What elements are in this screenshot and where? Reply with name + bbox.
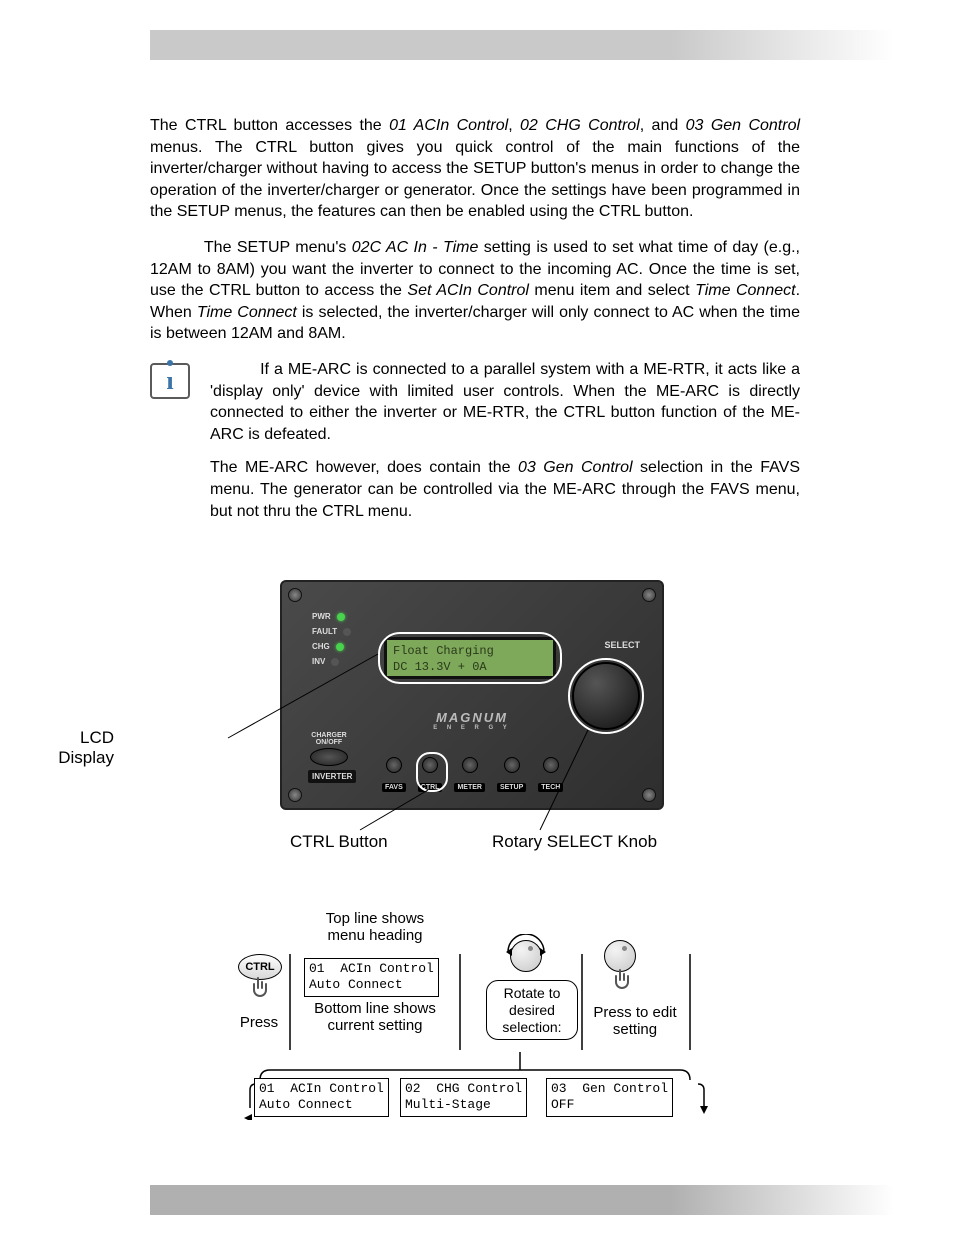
- menu-ref: 02 CHG Control: [520, 117, 640, 134]
- ctrl-button-label: CTRL Button: [290, 832, 388, 852]
- led-column: PWR FAULT CHG INV: [312, 612, 351, 672]
- lcd-line-2: DC 13.3V + 0A: [393, 660, 547, 676]
- led-inv: [331, 658, 339, 666]
- hand-press-icon: [608, 968, 638, 998]
- led-chg-label: CHG: [312, 642, 330, 651]
- screw-icon: [288, 788, 302, 802]
- onoff-label: ON/OFF: [310, 739, 348, 746]
- rotary-knob: [572, 662, 640, 730]
- led-pwr-label: PWR: [312, 612, 331, 621]
- screw-icon: [642, 588, 656, 602]
- charger-button: [310, 748, 348, 766]
- option-ref: Time Connect: [695, 282, 795, 299]
- menu-ref: 03 Gen Control: [518, 459, 633, 476]
- charger-button-group: CHARGER ON/OFF: [310, 732, 348, 768]
- info-text-1: If a ME-ARC is connected to a parallel s…: [210, 359, 800, 445]
- hand-press-icon: [246, 976, 276, 1006]
- led-inv-label: INV: [312, 657, 325, 666]
- favs-button: FAVS: [382, 757, 406, 794]
- screw-icon: [642, 788, 656, 802]
- brand-name: MAGNUM: [402, 710, 542, 725]
- led-fault-label: FAULT: [312, 627, 337, 636]
- inverter-label: INVERTER: [308, 770, 356, 783]
- header-bar: [150, 30, 894, 60]
- option-ref: Time Connect: [197, 304, 297, 321]
- select-label: SELECT: [604, 640, 640, 650]
- menu-button-row: FAVS CTRL METER SETUP TECH: [382, 757, 563, 794]
- device-panel: PWR FAULT CHG INV Float Charging DC 13.3…: [280, 580, 664, 810]
- lcd-line-1: Float Charging: [393, 644, 547, 660]
- led-fault: [343, 628, 351, 636]
- rotate-arc-icon: [502, 934, 550, 982]
- text: , and: [640, 117, 686, 134]
- press-edit-label: Press to edit setting: [580, 1004, 690, 1039]
- text: ,: [508, 117, 520, 134]
- ctrl-button: CTRL: [418, 757, 443, 794]
- text: The SETUP menu's: [150, 239, 352, 256]
- led-pwr: [337, 613, 345, 621]
- info-note-1: ı If a ME-ARC is connected to a parallel…: [150, 359, 800, 445]
- brand-sub: E N E R G Y: [402, 725, 542, 731]
- lcd-display-label: LCD Display: [34, 728, 114, 769]
- bottom-line-label: Bottom line shows current setting: [310, 1000, 440, 1035]
- text: The ME-ARC however, does contain the: [210, 459, 518, 476]
- text: menu item and select: [529, 282, 695, 299]
- top-line-label: Top line shows menu heading: [310, 910, 440, 945]
- setup-button: SETUP: [497, 757, 526, 794]
- option-2: 02 CHG Control Multi-Stage: [400, 1078, 527, 1117]
- led-chg: [336, 643, 344, 651]
- text: The CTRL button accesses the: [150, 117, 389, 134]
- press-label: Press: [234, 1014, 284, 1031]
- info-icon: ı: [150, 363, 190, 399]
- rotate-bubble: Rotate to desired selection:: [486, 980, 578, 1040]
- paragraph-2: The SETUP menu's 02C AC In - Time settin…: [150, 237, 800, 345]
- lcd-sample-1: 01 ACIn Control Auto Connect: [304, 958, 439, 997]
- screw-icon: [288, 588, 302, 602]
- brand-logo: MAGNUM E N E R G Y: [402, 710, 542, 731]
- text: menus. The CTRL button gives you quick c…: [150, 139, 800, 221]
- menu-ref: 01 ACIn Control: [389, 117, 508, 134]
- menu-ref: Set ACIn Control: [407, 282, 529, 299]
- option-3: 03 Gen Control OFF: [546, 1078, 673, 1117]
- info-glyph: ı: [166, 366, 173, 396]
- meter-button: METER: [454, 757, 485, 794]
- paragraph-1: The CTRL button accesses the 01 ACIn Con…: [150, 115, 800, 223]
- rotary-knob-label: Rotary SELECT Knob: [492, 832, 657, 852]
- document-body: The CTRL button accesses the 01 ACIn Con…: [150, 115, 800, 522]
- charger-label: CHARGER: [310, 732, 348, 739]
- tech-button: TECH: [538, 757, 563, 794]
- option-1: 01 ACIn Control Auto Connect: [254, 1078, 389, 1117]
- menu-ref: 03 Gen Control: [686, 117, 800, 134]
- footer-bar: [150, 1185, 894, 1215]
- setting-ref: 02C AC In - Time: [352, 239, 479, 256]
- lcd-display: Float Charging DC 13.3V + 0A: [384, 637, 556, 679]
- info-text-2: The ME-ARC however, does contain the 03 …: [210, 457, 800, 522]
